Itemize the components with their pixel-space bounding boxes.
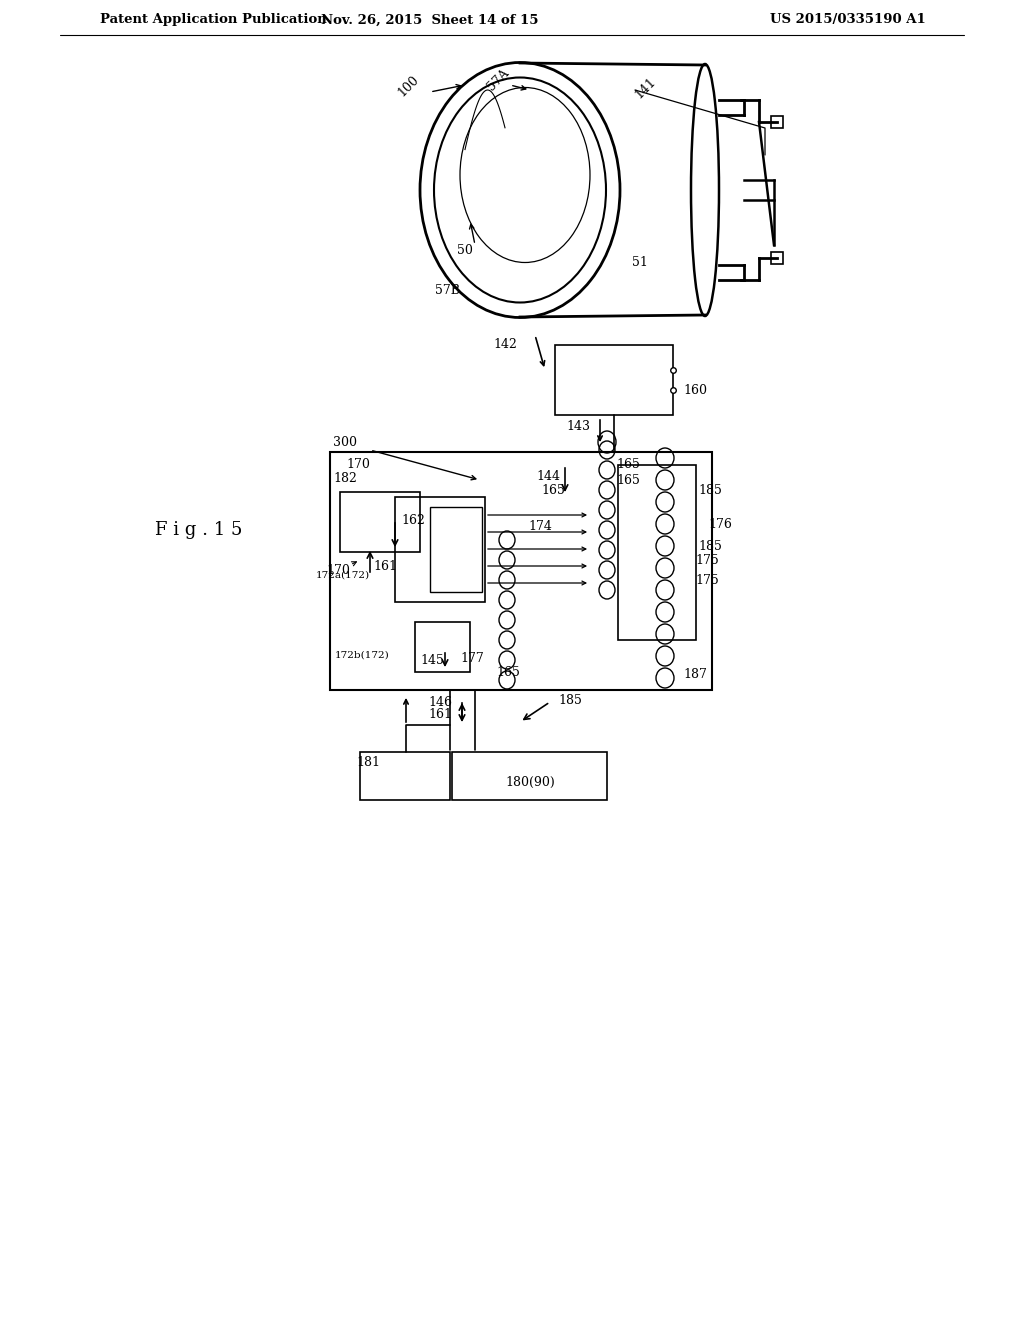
Bar — [395, 498, 485, 602]
Text: 51: 51 — [632, 256, 648, 268]
Text: 146: 146 — [428, 696, 452, 709]
Text: 172a(172): 172a(172) — [315, 570, 370, 579]
Text: 165: 165 — [496, 665, 520, 678]
Bar — [360, 752, 450, 800]
Text: 170: 170 — [326, 564, 350, 577]
Text: 161: 161 — [373, 561, 397, 573]
Bar — [330, 451, 712, 690]
Text: 175: 175 — [695, 573, 719, 586]
Text: 177: 177 — [460, 652, 484, 664]
Bar — [430, 507, 482, 591]
Bar — [618, 465, 696, 640]
Bar — [771, 116, 783, 128]
Bar — [452, 752, 607, 800]
Bar — [415, 622, 470, 672]
Text: 170: 170 — [346, 458, 370, 471]
Text: 175: 175 — [695, 553, 719, 566]
Bar — [340, 492, 420, 552]
Text: 176: 176 — [708, 519, 732, 532]
Text: 181: 181 — [356, 755, 380, 768]
Text: Nov. 26, 2015  Sheet 14 of 15: Nov. 26, 2015 Sheet 14 of 15 — [322, 13, 539, 26]
Text: F i g . 1 5: F i g . 1 5 — [155, 521, 243, 539]
Text: 300: 300 — [333, 436, 357, 449]
Text: 57B: 57B — [435, 284, 461, 297]
Text: 144: 144 — [536, 470, 560, 483]
Bar — [771, 252, 783, 264]
Text: US 2015/0335190 A1: US 2015/0335190 A1 — [770, 13, 926, 26]
Text: 162: 162 — [401, 513, 425, 527]
Text: 185: 185 — [558, 693, 582, 706]
Text: 141: 141 — [632, 75, 658, 102]
Text: 50: 50 — [457, 243, 473, 256]
Text: 160: 160 — [683, 384, 707, 396]
Text: 161: 161 — [428, 709, 452, 722]
Text: 174: 174 — [528, 520, 552, 533]
Text: 182: 182 — [333, 471, 357, 484]
Text: 145: 145 — [420, 653, 444, 667]
Text: 180(90): 180(90) — [505, 776, 555, 788]
Text: 165: 165 — [541, 483, 565, 496]
Text: 185: 185 — [698, 483, 722, 496]
Text: 143: 143 — [566, 421, 590, 433]
Text: 172b(172): 172b(172) — [335, 651, 390, 660]
Text: 57A: 57A — [484, 66, 511, 94]
Text: Patent Application Publication: Patent Application Publication — [100, 13, 327, 26]
Text: 165: 165 — [616, 474, 640, 487]
Text: 187: 187 — [683, 668, 707, 681]
Text: 142: 142 — [494, 338, 517, 351]
Bar — [555, 345, 673, 414]
Text: 165: 165 — [616, 458, 640, 471]
Text: 100: 100 — [395, 73, 421, 99]
Text: 185: 185 — [698, 540, 722, 553]
